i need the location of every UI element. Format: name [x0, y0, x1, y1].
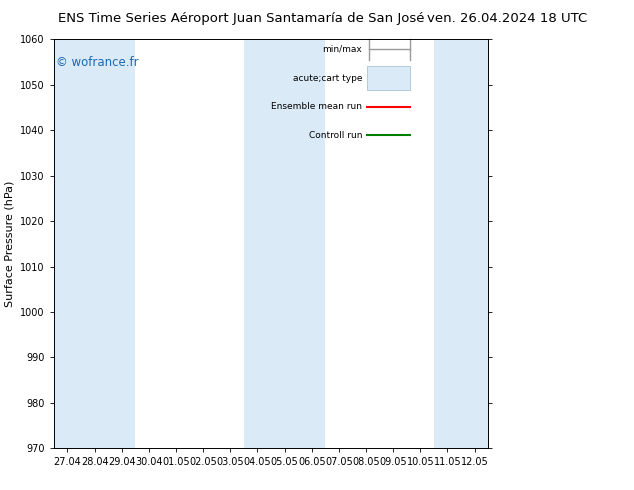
Y-axis label: Surface Pressure (hPa): Surface Pressure (hPa)	[4, 181, 15, 307]
FancyBboxPatch shape	[366, 66, 410, 90]
Text: ven. 26.04.2024 18 UTC: ven. 26.04.2024 18 UTC	[427, 12, 587, 25]
Text: ENS Time Series Aéroport Juan Santamaría de San José: ENS Time Series Aéroport Juan Santamaría…	[58, 12, 424, 25]
Text: Controll run: Controll run	[309, 131, 362, 140]
Bar	[108, 39, 135, 448]
Text: acute;cart type: acute;cart type	[293, 74, 362, 83]
Text: © wofrance.fr: © wofrance.fr	[56, 55, 139, 69]
Bar	[271, 39, 298, 448]
Bar	[434, 39, 461, 448]
Bar	[81, 39, 108, 448]
Text: Ensemble mean run: Ensemble mean run	[271, 102, 362, 111]
Bar	[244, 39, 271, 448]
Bar	[461, 39, 488, 448]
Text: min/max: min/max	[323, 45, 362, 54]
Bar	[298, 39, 325, 448]
Bar	[54, 39, 81, 448]
